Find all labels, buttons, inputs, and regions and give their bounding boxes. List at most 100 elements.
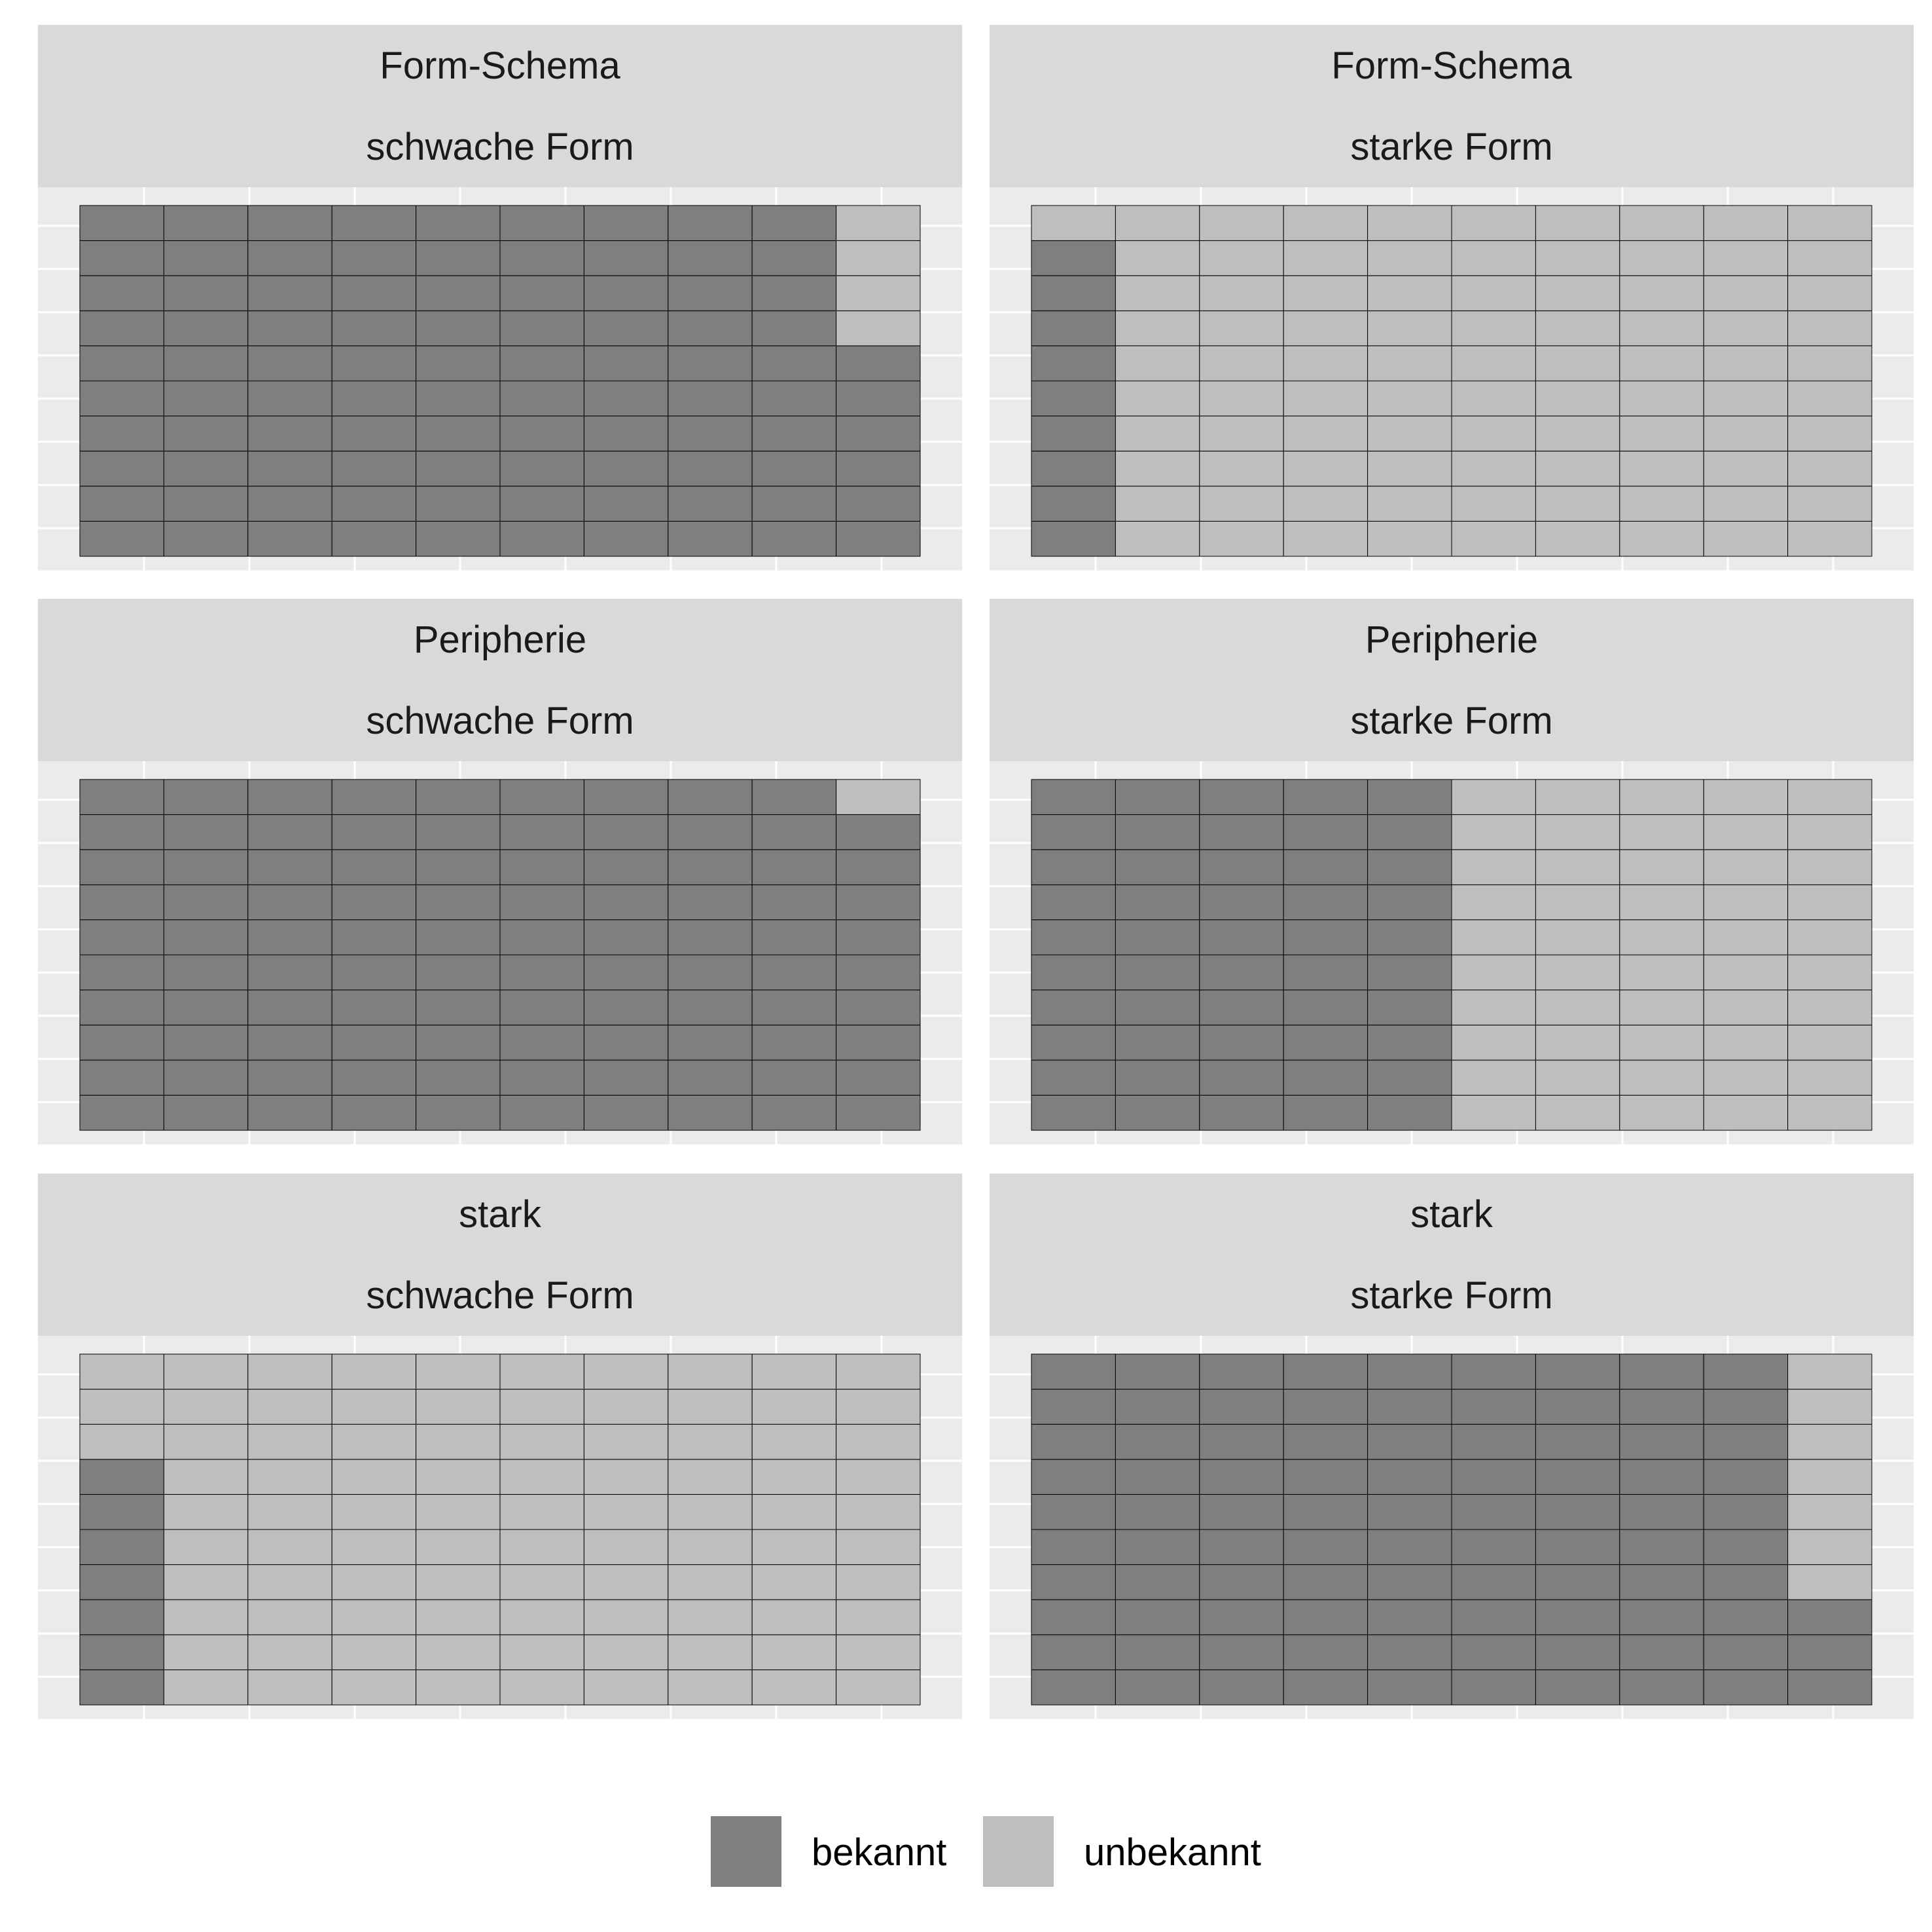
waffle-cell-unbekannt	[163, 1353, 249, 1390]
waffle-cell-bekannt	[1619, 1423, 1704, 1460]
waffle-cell-bekannt	[163, 345, 249, 382]
waffle-cell-bekannt	[499, 884, 584, 920]
waffle-cell-unbekannt	[1451, 205, 1536, 241]
waffle-cell-bekannt	[1031, 1564, 1116, 1600]
waffle-cell-bekannt	[1535, 1634, 1620, 1670]
waffle-cell-bekannt	[1619, 1669, 1704, 1706]
waffle-cell-unbekannt	[1535, 380, 1620, 417]
waffle-cell-unbekannt	[751, 1494, 837, 1530]
waffle-cell-unbekannt	[1787, 450, 1872, 487]
legend-key-unbekannt	[983, 1816, 1054, 1887]
waffle-cell-unbekannt	[499, 1459, 584, 1495]
waffle-cell-unbekannt	[1703, 205, 1789, 241]
waffle-cell-unbekannt	[1535, 1094, 1620, 1131]
waffle-cell-unbekannt	[1787, 1459, 1872, 1495]
waffle-cell-bekannt	[1451, 1564, 1536, 1600]
waffle-cell-bekannt	[499, 1094, 584, 1131]
waffle-cell-unbekannt	[1787, 954, 1872, 991]
waffle-cell-bekannt	[1703, 1634, 1789, 1670]
waffle-cell-unbekannt	[1703, 814, 1789, 850]
waffle-cell-bekannt	[1115, 849, 1200, 885]
waffle-cell-unbekannt	[247, 1423, 332, 1460]
waffle-cell-bekannt	[499, 450, 584, 487]
waffle-cell-bekannt	[79, 990, 164, 1026]
facet-panels: Form-Schema schwache Form Form-Schema stark…	[38, 25, 1914, 1721]
waffle-cell-unbekannt	[163, 1459, 249, 1495]
waffle-cell-bekannt	[583, 416, 669, 452]
waffle-cell-unbekannt	[836, 1599, 921, 1636]
waffle-cell-unbekannt	[1115, 205, 1200, 241]
waffle-cell-unbekannt	[1619, 240, 1704, 276]
waffle-cell-bekannt	[163, 380, 249, 417]
waffle-cell-bekannt	[331, 450, 417, 487]
waffle-cell-bekannt	[331, 310, 417, 346]
waffle-cell-bekannt	[1031, 990, 1116, 1026]
waffle-cell-bekannt	[499, 486, 584, 522]
waffle-cell-unbekannt	[1283, 345, 1368, 382]
waffle-cell-unbekannt	[668, 1353, 753, 1390]
waffle-cell-bekannt	[247, 486, 332, 522]
waffle-cell-bekannt	[751, 884, 837, 920]
waffle-cell-bekannt	[1031, 1494, 1116, 1530]
waffle-cell-bekannt	[331, 1024, 417, 1061]
waffle-cell-bekannt	[1367, 1353, 1452, 1390]
waffle-cell-bekannt	[1031, 1389, 1116, 1425]
waffle-cell-unbekannt	[331, 1634, 417, 1670]
waffle-cell-bekannt	[247, 1094, 332, 1131]
waffle-cell-bekannt	[416, 205, 501, 241]
waffle-cell-unbekannt	[1703, 1060, 1789, 1096]
waffle-cell-bekannt	[331, 205, 417, 241]
waffle-cell-bekannt	[1703, 1529, 1789, 1565]
waffle-cell-bekannt	[79, 919, 164, 956]
waffle-cell-bekannt	[79, 205, 164, 241]
waffle-cell-bekannt	[1451, 1529, 1536, 1565]
waffle-cell-unbekannt	[1451, 1060, 1536, 1096]
waffle-cell-bekannt	[1031, 1024, 1116, 1061]
waffle-cell-bekannt	[1031, 1060, 1116, 1096]
waffle-cell-unbekannt	[1787, 919, 1872, 956]
waffle-cell-bekannt	[1451, 1669, 1536, 1706]
waffle-cell-bekannt	[1367, 1423, 1452, 1460]
waffle-cell-bekannt	[751, 954, 837, 991]
waffle-cell-bekannt	[163, 520, 249, 557]
waffle-cell-bekannt	[668, 240, 753, 276]
waffle-cell-unbekannt	[1787, 779, 1872, 815]
waffle-cell-unbekannt	[1619, 345, 1704, 382]
waffle-cell-bekannt	[1283, 884, 1368, 920]
waffle-cell-bekannt	[79, 849, 164, 885]
waffle-cell-bekannt	[1031, 814, 1116, 850]
waffle-cell-bekannt	[668, 450, 753, 487]
waffle-cell-bekannt	[668, 814, 753, 850]
waffle-cell-unbekannt	[416, 1634, 501, 1670]
waffle-cell-bekannt	[416, 310, 501, 346]
waffle-cell-bekannt	[79, 1669, 164, 1706]
waffle-cell-bekannt	[668, 990, 753, 1026]
waffle-cell-bekannt	[1199, 884, 1284, 920]
waffle-cell-unbekannt	[1703, 1094, 1789, 1131]
waffle-cell-bekannt	[751, 205, 837, 241]
waffle-cell-bekannt	[583, 779, 669, 815]
waffle-cell-unbekannt	[331, 1494, 417, 1530]
waffle-cell-bekannt	[1283, 990, 1368, 1026]
waffle-cell-unbekannt	[416, 1353, 501, 1390]
waffle-cell-unbekannt	[583, 1389, 669, 1425]
waffle-cell-unbekannt	[1451, 450, 1536, 487]
waffle-cell-unbekannt	[583, 1634, 669, 1670]
waffle-cell-bekannt	[583, 919, 669, 956]
waffle-cell-bekannt	[1115, 1060, 1200, 1096]
waffle-cell-unbekannt	[668, 1669, 753, 1706]
waffle-cell-bekannt	[416, 520, 501, 557]
waffle-cell-bekannt	[1703, 1353, 1789, 1390]
facet-row-label: stark	[459, 1193, 542, 1236]
waffle-cell-unbekannt	[1451, 486, 1536, 522]
waffle-cell-bekannt	[163, 486, 249, 522]
waffle-cell-bekannt	[1031, 520, 1116, 557]
waffle-cell-bekannt	[836, 1094, 921, 1131]
waffle-cell-unbekannt	[1703, 345, 1789, 382]
waffle-cell-bekannt	[1031, 1353, 1116, 1390]
waffle-cell-bekannt	[416, 1024, 501, 1061]
waffle-cell-unbekannt	[836, 310, 921, 346]
waffle-cell-bekannt	[1031, 240, 1116, 276]
waffle-cell-bekannt	[751, 310, 837, 346]
waffle-cell-unbekannt	[1367, 345, 1452, 382]
